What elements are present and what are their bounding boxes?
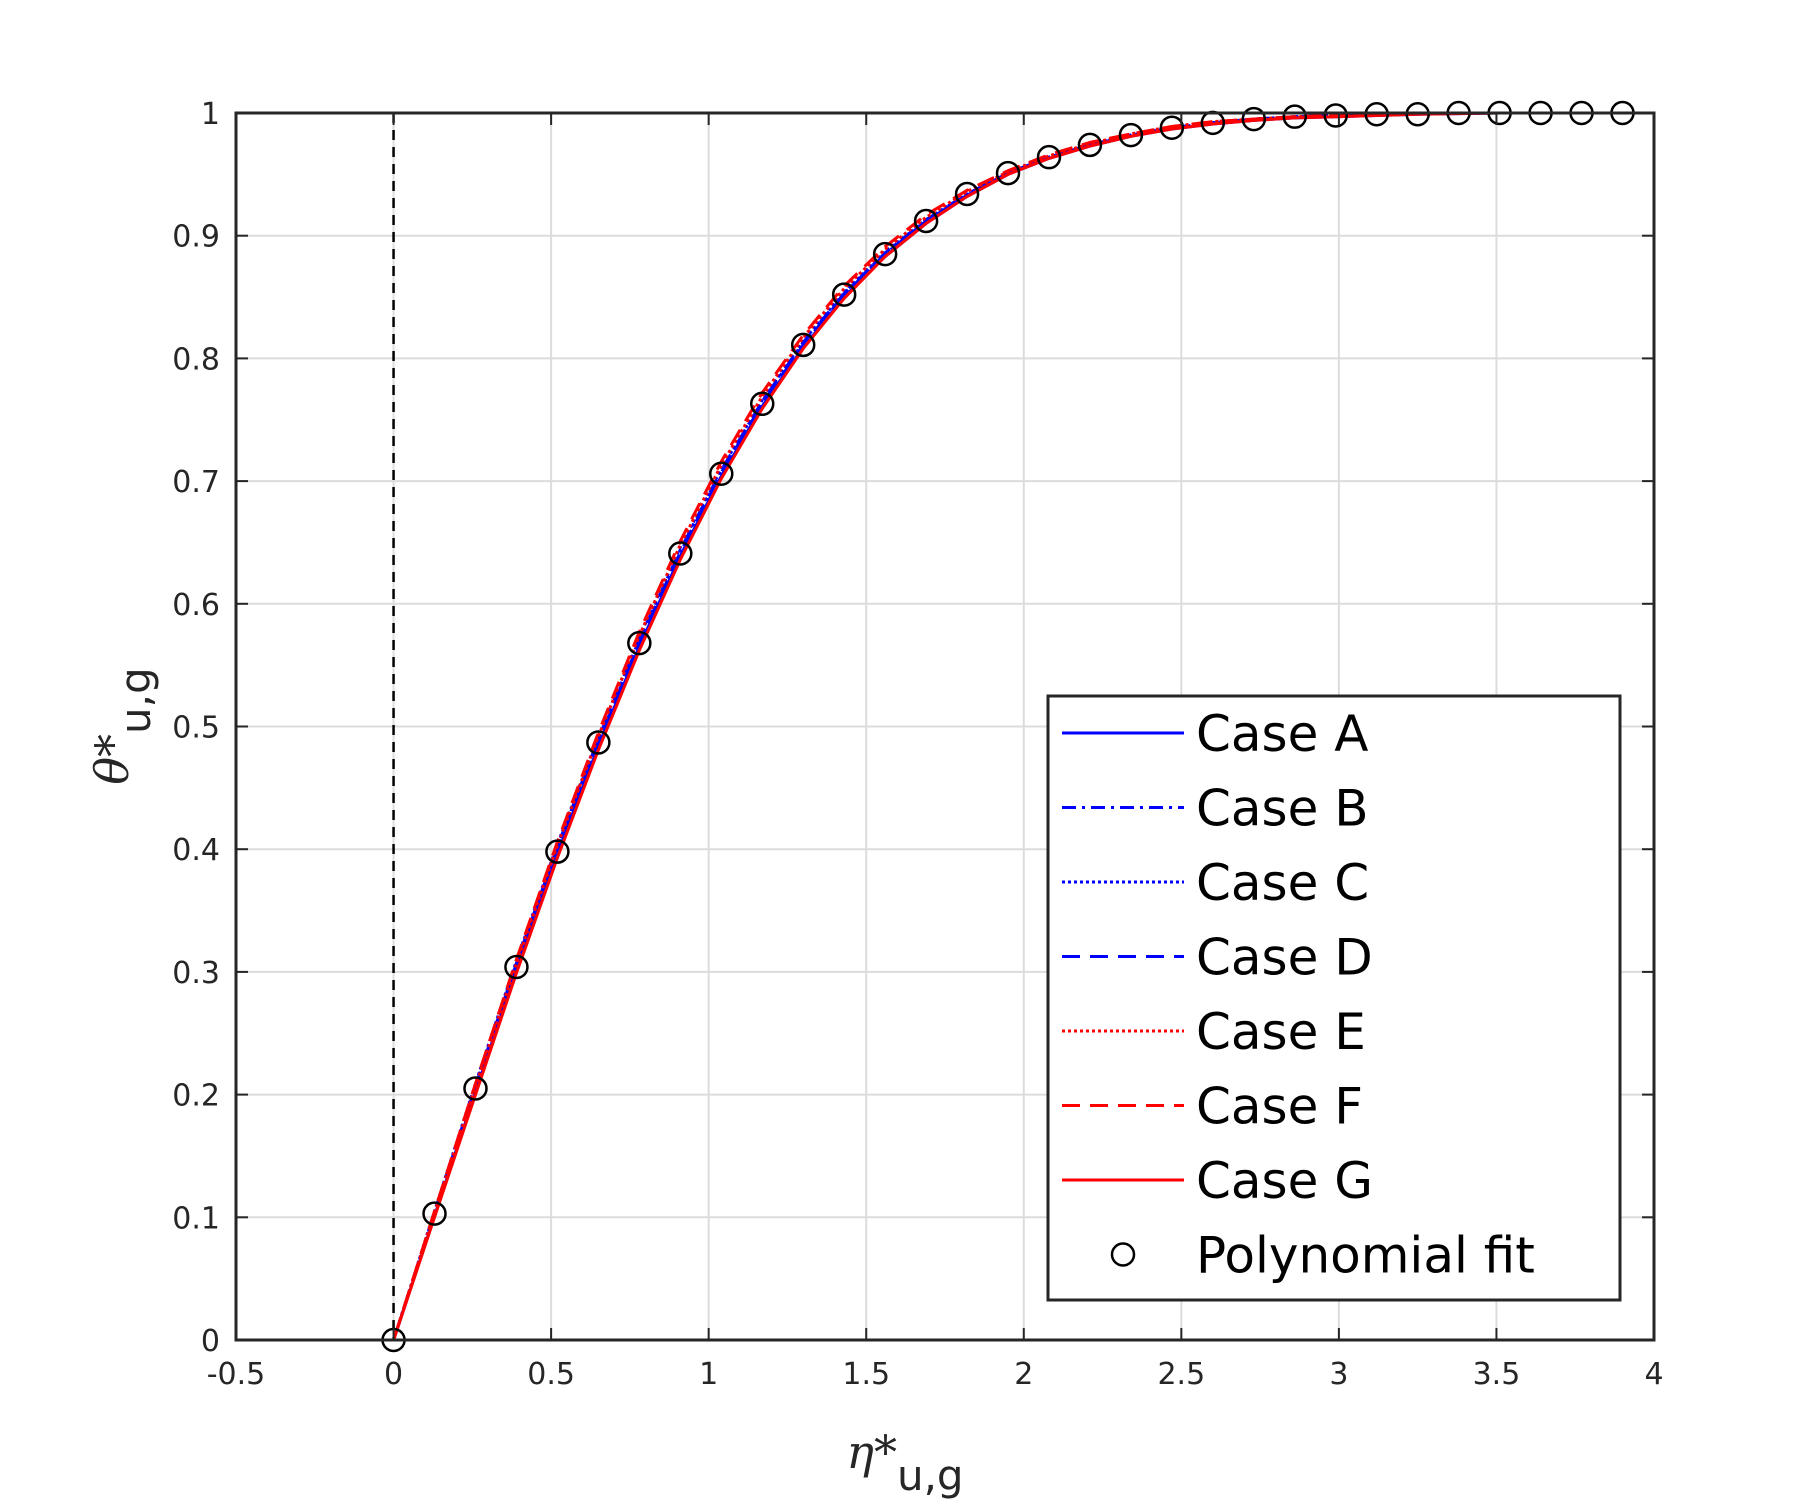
marker-point [1159, 115, 1185, 140]
marker-point [790, 332, 816, 358]
y-tick-label: 0.7 [172, 465, 220, 500]
y-tick-label: 0.8 [172, 342, 220, 377]
y-tick-label: 0.2 [172, 1079, 220, 1114]
y-tick-label: 0 [201, 1324, 220, 1359]
marker-point [1077, 132, 1103, 158]
marker-point [422, 1201, 447, 1226]
x-tick-label: 1.5 [842, 1357, 890, 1392]
x-tick-label: 1 [699, 1357, 718, 1392]
marker-point [1282, 104, 1308, 129]
y-tick-label: 0.6 [172, 588, 220, 623]
legend-label-case-b: Case B [1196, 780, 1369, 838]
x-tick-label: 0 [384, 1357, 403, 1392]
x-tick-label: 3 [1329, 1357, 1348, 1392]
marker-point [831, 282, 857, 307]
legend-label-case-f: Case F [1196, 1078, 1363, 1136]
legend-label-case-c: Case C [1196, 854, 1369, 912]
legend-label-case-d: Case D [1196, 929, 1373, 987]
marker-point [913, 208, 939, 234]
marker-point [1118, 122, 1144, 148]
x-tick-label: 2.5 [1157, 1357, 1205, 1392]
legend-label-case-a: Case A [1196, 705, 1368, 763]
marker-point [586, 730, 611, 755]
marker-point [504, 954, 529, 980]
y-axis-label-subscript: u,g [111, 667, 160, 734]
y-tick-labels: 0 0.1 0.2 0.3 0.4 0.5 0.6 0.7 0.8 0.9 1 [172, 97, 220, 1359]
x-tick-label: 2 [1014, 1357, 1033, 1392]
legend-label-polynomial-fit: Polynomial fit [1196, 1227, 1535, 1285]
y-axis-title: θ*u,g [85, 667, 160, 784]
legend-label-case-e: Case E [1196, 1003, 1366, 1061]
marker-point [954, 181, 980, 207]
marker-point [668, 541, 693, 566]
marker-point [463, 1076, 488, 1101]
y-axis-label: θ* [85, 734, 139, 785]
x-tick-label: 3.5 [1473, 1357, 1521, 1392]
marker-point [1241, 106, 1267, 132]
marker-point [872, 241, 898, 267]
x-tick-label: -0.5 [207, 1357, 266, 1392]
legend-label-case-g: Case G [1196, 1152, 1373, 1210]
legend-items: Case A Case B Case C Case D Case E Case F Case… [1062, 705, 1535, 1285]
y-tick-label: 0.4 [172, 833, 220, 868]
legend-box [1046, 694, 1622, 1302]
x-axis-label: η* [846, 1425, 897, 1479]
marker-point [995, 160, 1021, 186]
marker-point [1036, 144, 1062, 170]
y-tick-label: 1 [201, 97, 220, 132]
y-tick-label: 0.9 [172, 220, 220, 255]
y-tick-label: 0.1 [172, 1201, 220, 1236]
marker-point [749, 391, 775, 417]
x-axis-label-subscript: u,g [897, 1451, 964, 1500]
legend: Case A Case B Case C Case D Case E Case F Case… [1046, 694, 1622, 1302]
legend-swatch-polynomial-fit [1110, 1242, 1136, 1267]
x-tick-labels: -0.5 0 0.5 1 1.5 2 2.5 3 3.5 4 [207, 1357, 1664, 1392]
plot-frame [234, 111, 1656, 1342]
marker-point [709, 461, 734, 486]
marker-point [1323, 103, 1348, 128]
y-tick-label: 0.5 [172, 711, 220, 746]
y-tick-label: 0.3 [172, 956, 220, 991]
marker-point [545, 839, 570, 864]
x-axis-title: η*u,g [846, 1425, 963, 1500]
x-tick-label: 4 [1644, 1357, 1663, 1392]
x-tick-label: 0.5 [527, 1357, 575, 1392]
marker-point [627, 630, 652, 656]
